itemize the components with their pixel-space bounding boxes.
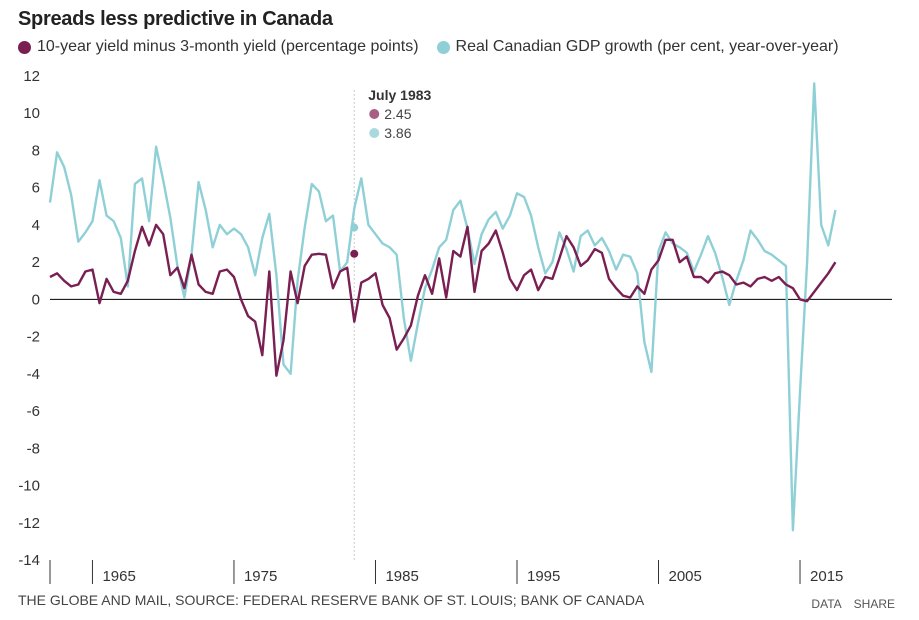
tooltip-spread-value: 2.45 xyxy=(384,106,411,122)
y-tick-label: 10 xyxy=(23,105,40,122)
tooltip: July 1983 2.45 3.86 xyxy=(350,87,432,258)
x-tick-label: 2005 xyxy=(669,568,702,585)
source-note: THE GLOBE AND MAIL, SOURCE: FEDERAL RESE… xyxy=(18,592,645,608)
legend-swatch-spread xyxy=(18,40,31,54)
y-tick-label: 0 xyxy=(32,291,40,308)
x-tick-label: 1965 xyxy=(102,568,135,585)
tooltip-date: July 1983 xyxy=(368,87,431,103)
y-tick-label: -14 xyxy=(18,552,40,569)
x-axis: 1965 1975 1985 1995 2005 2015 xyxy=(49,560,843,585)
x-tick-label: 1995 xyxy=(527,568,560,585)
tooltip-marker-spread xyxy=(350,249,359,258)
y-axis: 12 10 8 6 4 2 0 -2 -4 -6 -8 -10 -12 -14 xyxy=(18,68,40,569)
legend-item-spread: 10-year yield minus 3-month yield (perce… xyxy=(18,38,419,56)
y-tick-label: -8 xyxy=(27,440,40,457)
footer-links: DATA SHARE xyxy=(811,597,895,611)
y-tick-label: 8 xyxy=(32,142,40,159)
y-tick-label: 4 xyxy=(32,217,40,234)
series-line-spread xyxy=(49,223,837,377)
y-tick-label: -2 xyxy=(27,329,40,346)
legend: 10-year yield minus 3-month yield (perce… xyxy=(18,38,839,56)
series-line-gdp xyxy=(48,82,837,532)
y-tick-label: -4 xyxy=(27,366,40,383)
y-tick-label: -6 xyxy=(27,403,40,420)
legend-item-gdp: Real Canadian GDP growth (per cent, year… xyxy=(436,38,839,56)
y-tick-label: 12 xyxy=(23,68,40,85)
data-link[interactable]: DATA xyxy=(811,597,842,611)
chart-title: Spreads less predictive in Canada xyxy=(18,8,333,30)
x-tick-label: 1975 xyxy=(244,568,277,585)
tooltip-gdp-value: 3.86 xyxy=(384,125,411,141)
tooltip-swatch-gdp xyxy=(369,128,380,138)
tooltip-swatch-spread xyxy=(369,109,380,119)
y-tick-label: 2 xyxy=(32,254,40,271)
tooltip-marker-gdp xyxy=(350,223,359,232)
legend-swatch-gdp xyxy=(436,40,450,54)
legend-label-gdp: Real Canadian GDP growth (per cent, year… xyxy=(455,38,839,55)
y-tick-label: 6 xyxy=(32,180,40,197)
legend-label-spread: 10-year yield minus 3-month yield (perce… xyxy=(37,38,419,55)
share-link[interactable]: SHARE xyxy=(853,597,895,611)
y-tick-label: -10 xyxy=(18,478,40,495)
x-tick-label: 2015 xyxy=(810,568,843,585)
y-tick-label: -12 xyxy=(18,515,40,532)
x-tick-label: 1985 xyxy=(385,568,418,585)
